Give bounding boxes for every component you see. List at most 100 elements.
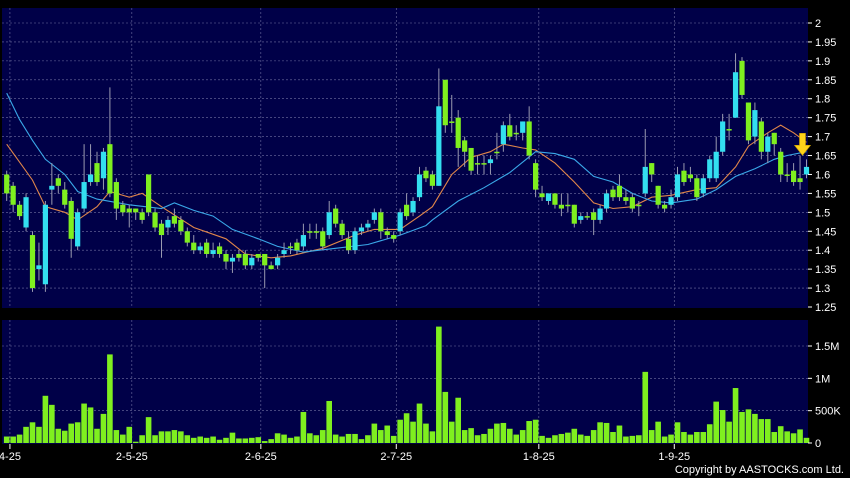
- price-tick-label: 1.85: [815, 75, 836, 87]
- volume-bar: [610, 432, 616, 443]
- candle-body: [720, 121, 726, 152]
- candle-body: [694, 178, 700, 198]
- candle-body: [294, 242, 300, 251]
- candle-body: [468, 147, 474, 171]
- ma-short-line: [6, 124, 807, 259]
- candle-body: [152, 212, 158, 228]
- candle-body: [416, 174, 423, 198]
- price-tick-label: 1.7: [815, 132, 830, 144]
- candle-body: [739, 60, 745, 95]
- candle-body: [578, 216, 584, 220]
- volume-bar: [423, 423, 429, 443]
- candle-body: [10, 185, 16, 205]
- candle-body: [784, 174, 790, 176]
- candle-body: [178, 219, 184, 232]
- candle-body: [42, 204, 48, 285]
- volume-bar: [571, 428, 578, 443]
- candle-body: [326, 212, 332, 236]
- moving-averages: [6, 92, 807, 259]
- candle-body: [378, 212, 384, 232]
- volume-bar: [390, 435, 397, 443]
- volume-bar: [55, 428, 62, 443]
- volume-bar: [197, 436, 203, 443]
- candle-body: [481, 163, 487, 165]
- candle-body: [365, 223, 371, 228]
- candle-body: [339, 223, 345, 236]
- volume-bar: [694, 432, 700, 443]
- volume-bar: [94, 428, 100, 443]
- volume-bar: [545, 437, 552, 443]
- candle-body: [520, 121, 526, 133]
- volume-bar: [745, 409, 752, 443]
- candle-body: [345, 238, 352, 251]
- volume-bar: [771, 432, 778, 443]
- volume-bar: [74, 422, 81, 443]
- volume-bar: [300, 411, 307, 443]
- candle-body: [100, 151, 107, 179]
- volume-bar: [378, 430, 384, 443]
- volume-bar: [107, 354, 113, 443]
- candle-body: [726, 129, 732, 131]
- volume-bar: [87, 407, 94, 443]
- candle-body: [223, 253, 229, 262]
- candle-body: [662, 204, 668, 209]
- candle-body: [29, 235, 36, 289]
- volume-bar: [326, 400, 332, 443]
- candle-body: [797, 178, 803, 183]
- candle-body: [616, 185, 623, 198]
- volume-bars: [3, 326, 810, 443]
- candle-body: [700, 178, 706, 194]
- volume-bar: [139, 435, 145, 443]
- candle-body: [558, 204, 564, 209]
- candles: [4, 53, 810, 292]
- candle-body: [752, 110, 758, 137]
- volume-bar: [61, 430, 68, 443]
- candle-body: [236, 253, 242, 258]
- candle-body: [681, 170, 687, 183]
- candle-body: [158, 223, 165, 236]
- candle-body: [184, 231, 190, 243]
- volume-bar: [507, 428, 513, 443]
- volume-bar: [145, 417, 152, 443]
- candle-body: [584, 216, 590, 218]
- candle-body: [629, 197, 635, 209]
- volume-bar: [719, 410, 726, 443]
- volume-bar: [42, 395, 49, 443]
- volume-bar: [429, 431, 436, 443]
- candle-body: [707, 159, 713, 179]
- candle-body: [449, 121, 455, 123]
- volume-bar: [371, 423, 378, 443]
- volume-bar: [577, 434, 584, 443]
- volume-bar: [790, 433, 797, 443]
- volume-bar: [706, 424, 713, 443]
- volume-bar: [642, 371, 649, 443]
- candle-body: [552, 193, 558, 205]
- volume-bar: [668, 434, 674, 443]
- date-tick-label: 4-25: [0, 451, 21, 463]
- candle-body: [668, 197, 674, 205]
- candle-body: [75, 212, 81, 247]
- candle-body: [591, 212, 597, 220]
- candle-body: [423, 170, 429, 179]
- volume-bar: [171, 430, 178, 443]
- volume-bar: [597, 422, 603, 443]
- volume-bar: [758, 419, 765, 443]
- candle-body: [62, 189, 68, 205]
- candle-body: [358, 227, 365, 232]
- volume-bar: [36, 426, 42, 443]
- candle-body: [713, 151, 719, 179]
- candle-body: [17, 204, 23, 217]
- volume-bar: [203, 437, 210, 443]
- candle-body: [507, 125, 513, 137]
- volume-bar: [384, 425, 391, 443]
- volume-bar: [216, 439, 223, 443]
- candle-body: [81, 182, 87, 209]
- candle-body: [320, 231, 326, 247]
- candle-body: [23, 197, 29, 228]
- candle-body: [655, 185, 661, 205]
- volume-bar: [229, 432, 236, 443]
- candle-body: [55, 178, 61, 186]
- volume-bar: [636, 435, 642, 443]
- volume-bar: [268, 439, 274, 443]
- candle-body: [333, 208, 339, 224]
